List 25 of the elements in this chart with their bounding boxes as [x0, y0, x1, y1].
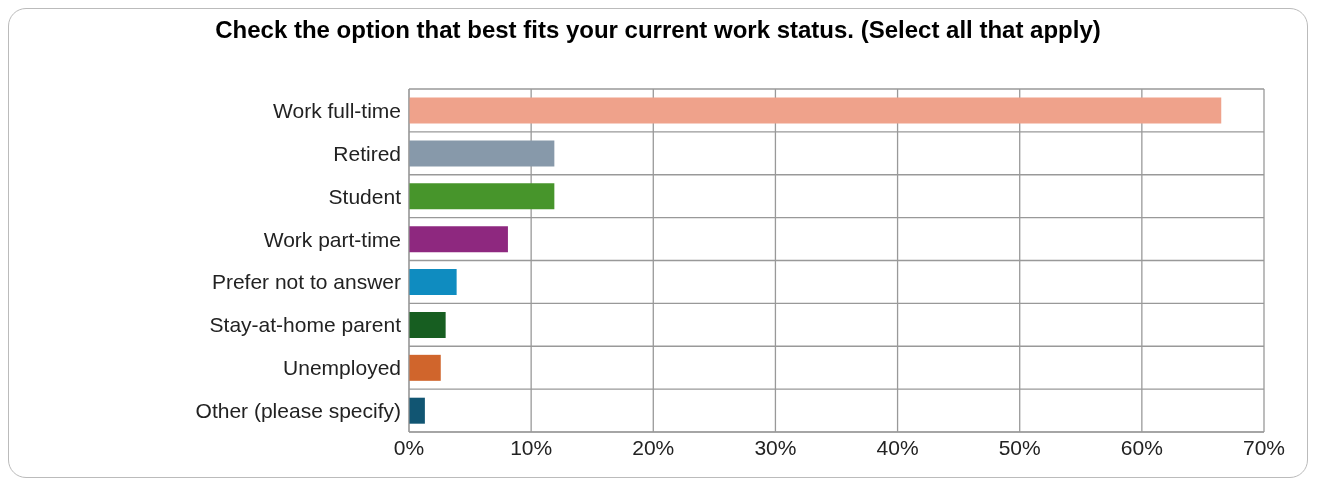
bar — [409, 140, 555, 167]
x-tick-label: 20% — [632, 435, 675, 459]
y-tick-label: Other (please specify) — [195, 399, 401, 423]
x-tick-label: 70% — [1242, 435, 1286, 459]
y-tick-label: Stay-at-home parent — [209, 313, 402, 337]
y-tick-label: Student — [328, 184, 402, 208]
y-tick-label: Unemployed — [283, 356, 401, 380]
bar — [409, 269, 457, 296]
x-tick-label: 10% — [510, 435, 553, 459]
x-tick-label: 60% — [1120, 435, 1163, 459]
y-tick-label: Work part-time — [263, 227, 401, 251]
bar — [409, 311, 446, 338]
x-tick-label: 40% — [876, 435, 919, 459]
x-tick-label: 50% — [998, 435, 1041, 459]
bar — [409, 397, 425, 424]
x-tick-label: 0% — [393, 435, 425, 459]
bar — [409, 183, 555, 210]
bar — [409, 354, 441, 381]
bar — [409, 226, 508, 253]
chart-title: Check the option that best fits your current work status. (Select all that apply) — [214, 15, 1102, 45]
y-tick-label: Retired — [333, 141, 401, 165]
x-tick-label: 30% — [754, 435, 797, 459]
y-tick-label: Work full-time — [273, 98, 401, 122]
bar — [409, 97, 1222, 124]
y-tick-label: Prefer not to answer — [211, 270, 402, 294]
